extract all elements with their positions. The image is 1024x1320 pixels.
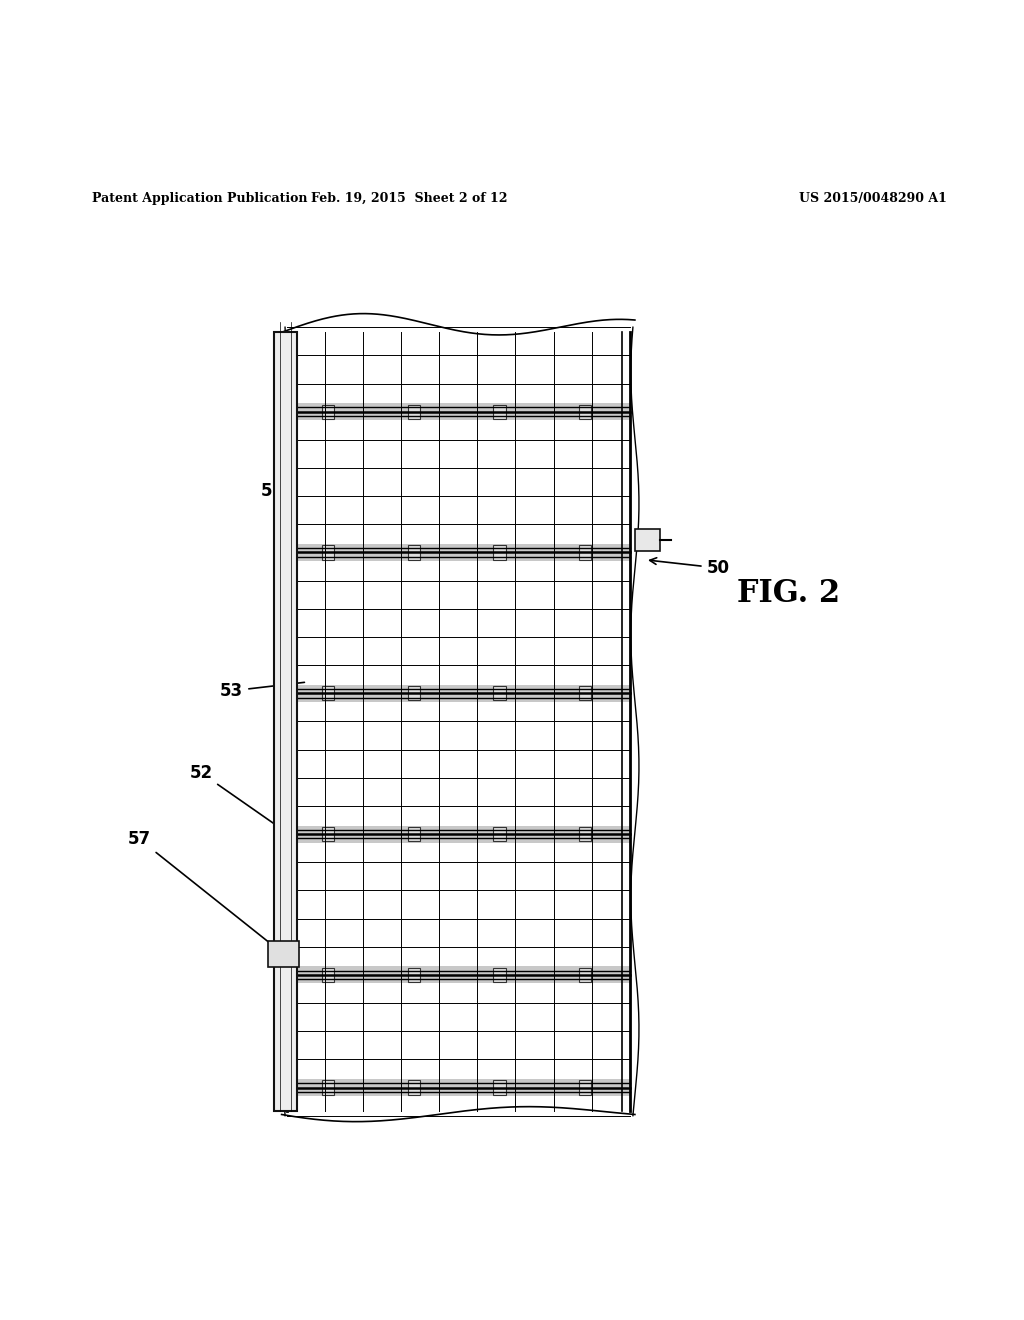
Text: Feb. 19, 2015  Sheet 2 of 12: Feb. 19, 2015 Sheet 2 of 12 — [311, 191, 508, 205]
Text: FIG. 2: FIG. 2 — [737, 578, 841, 609]
Bar — [494, 1081, 506, 1094]
Bar — [287, 544, 630, 561]
Bar — [287, 403, 630, 420]
Bar — [287, 966, 630, 983]
Bar — [579, 1081, 591, 1094]
Bar — [322, 405, 334, 418]
Bar — [322, 828, 334, 841]
Bar — [579, 405, 591, 418]
Bar — [287, 825, 630, 842]
Bar — [408, 545, 420, 560]
Bar — [494, 968, 506, 982]
Text: Patent Application Publication: Patent Application Publication — [92, 191, 307, 205]
Text: 51: 51 — [261, 482, 294, 500]
Bar — [494, 405, 506, 418]
Bar — [322, 686, 334, 701]
Bar — [322, 1081, 334, 1094]
Bar — [579, 686, 591, 701]
Text: 53: 53 — [220, 682, 304, 700]
Text: US 2015/0048290 A1: US 2015/0048290 A1 — [799, 191, 946, 205]
Text: 52: 52 — [189, 764, 284, 830]
Bar — [287, 685, 630, 702]
Bar — [579, 968, 591, 982]
Bar — [287, 1078, 630, 1096]
Bar — [322, 968, 334, 982]
Bar — [494, 828, 506, 841]
Bar — [579, 545, 591, 560]
Bar — [408, 828, 420, 841]
Bar — [408, 686, 420, 701]
Bar — [408, 405, 420, 418]
Bar — [268, 941, 299, 966]
Bar — [635, 529, 660, 552]
Bar — [408, 968, 420, 982]
Text: 57: 57 — [128, 830, 280, 952]
Bar — [322, 545, 334, 560]
Bar — [408, 1081, 420, 1094]
Bar — [274, 333, 297, 1110]
Bar — [494, 686, 506, 701]
Text: 50: 50 — [650, 558, 729, 577]
Bar — [579, 828, 591, 841]
Bar — [494, 545, 506, 560]
